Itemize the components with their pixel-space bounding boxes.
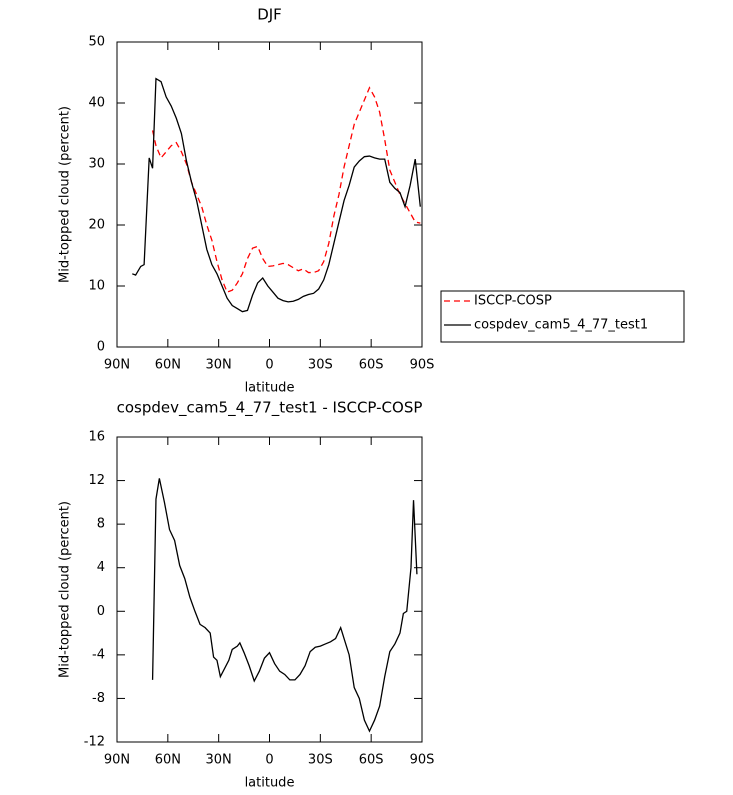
x-tick-label: 30N [206,358,232,373]
x-axis-label: latitude [245,776,295,791]
plot-frame [116,41,423,348]
legend-label: cospdev_cam5_4_77_test1 [474,318,648,333]
y-tick-label: 8 [97,517,105,532]
y-tick-label: 0 [97,340,105,355]
series-line [151,478,418,733]
x-tick-label: 90N [104,358,130,373]
x-tick-label: 30N [206,753,232,768]
x-tick-label: 60N [155,753,181,768]
legend-box [440,290,685,343]
y-tick-label: 10 [88,279,105,294]
y-tick-label: 40 [88,96,105,111]
x-tick-label: 90S [410,358,435,373]
y-tick-label: 16 [88,430,105,445]
x-axis-label: latitude [245,381,295,396]
x-tick-label: 90S [410,753,435,768]
y-tick-label: -4 [92,647,105,662]
x-tick-label: 0 [265,753,273,768]
series-line [151,86,421,293]
x-tick-label: 30S [308,753,333,768]
y-tick-label: -8 [92,691,105,706]
y-tick-label: 30 [88,157,105,172]
x-tick-label: 0 [265,358,273,373]
y-axis-label: Mid-topped cloud (percent) [58,106,73,283]
x-tick-label: 30S [308,358,333,373]
plot-frame [116,436,423,743]
y-tick-label: 50 [88,35,105,50]
chart-title: cospdev_cam5_4_77_test1 - ISCCP-COSP [117,399,423,418]
y-axis-label: Mid-topped cloud (percent) [58,501,73,678]
x-tick-label: 90N [104,753,130,768]
series-line [132,77,421,313]
y-tick-label: 20 [88,218,105,233]
chart-title: DJF [257,6,282,24]
y-tick-label: -12 [84,735,105,750]
y-tick-label: 4 [97,560,105,575]
x-tick-label: 60N [155,358,181,373]
legend-label: ISCCP-COSP [474,294,552,309]
x-tick-label: 60S [359,753,384,768]
x-tick-label: 60S [359,358,384,373]
y-tick-label: 12 [88,473,105,488]
y-tick-label: 0 [97,604,105,619]
